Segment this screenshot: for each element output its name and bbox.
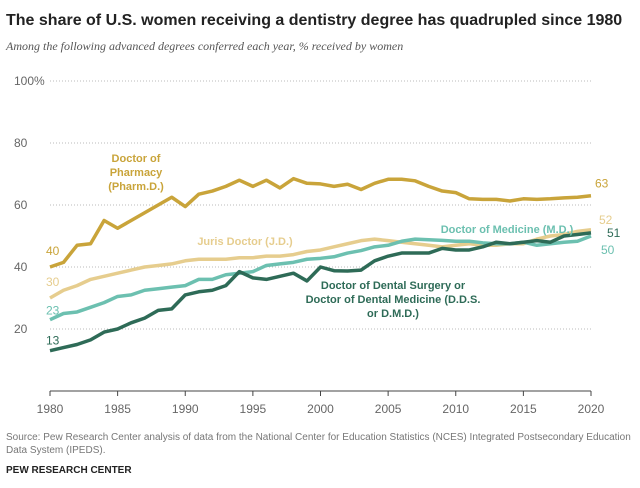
chart-subtitle: Among the following advanced degrees con… xyxy=(6,39,404,53)
x-tick-label: 2005 xyxy=(375,402,402,416)
start-value-label: 23 xyxy=(46,304,60,318)
series-label: Doctor of Pharmacy (Pharm.D.) xyxy=(108,153,164,193)
series-label: Doctor of Medicine (M.D.) xyxy=(440,224,574,236)
end-value-label: 51 xyxy=(607,226,621,240)
start-value-label: 30 xyxy=(46,275,60,289)
end-value-label: 50 xyxy=(601,243,615,257)
y-tick-label: 60 xyxy=(14,198,28,212)
x-tick-label: 2000 xyxy=(307,402,334,416)
end-value-label: 52 xyxy=(599,213,613,227)
x-tick-label: 2015 xyxy=(510,402,537,416)
source-note: Source: Pew Research Center analysis of … xyxy=(6,432,631,456)
series-label: Doctor of Dental Surgery or Doctor of De… xyxy=(305,280,481,320)
x-tick-label: 2010 xyxy=(442,402,469,416)
series-line xyxy=(49,176,592,269)
y-tick-label: 20 xyxy=(14,322,28,336)
end-value-label: 63 xyxy=(595,177,609,191)
x-tick-label: 1980 xyxy=(37,402,64,416)
y-tick-label: 100% xyxy=(14,74,45,88)
start-value-label: 13 xyxy=(46,334,60,348)
x-tick-label: 1985 xyxy=(104,402,131,416)
y-tick-label: 80 xyxy=(14,136,28,150)
credit: PEW RESEARCH CENTER xyxy=(6,465,132,476)
y-tick-label: 40 xyxy=(14,260,28,274)
x-tick-label: 1995 xyxy=(240,402,267,416)
x-tick-label: 2020 xyxy=(578,402,605,416)
start-value-label: 40 xyxy=(46,244,60,258)
series-label: Juris Doctor (J.D.) xyxy=(197,236,293,248)
series-line xyxy=(49,231,592,353)
x-tick-label: 1990 xyxy=(172,402,199,416)
chart-title: The share of U.S. women receiving a dent… xyxy=(6,12,623,29)
